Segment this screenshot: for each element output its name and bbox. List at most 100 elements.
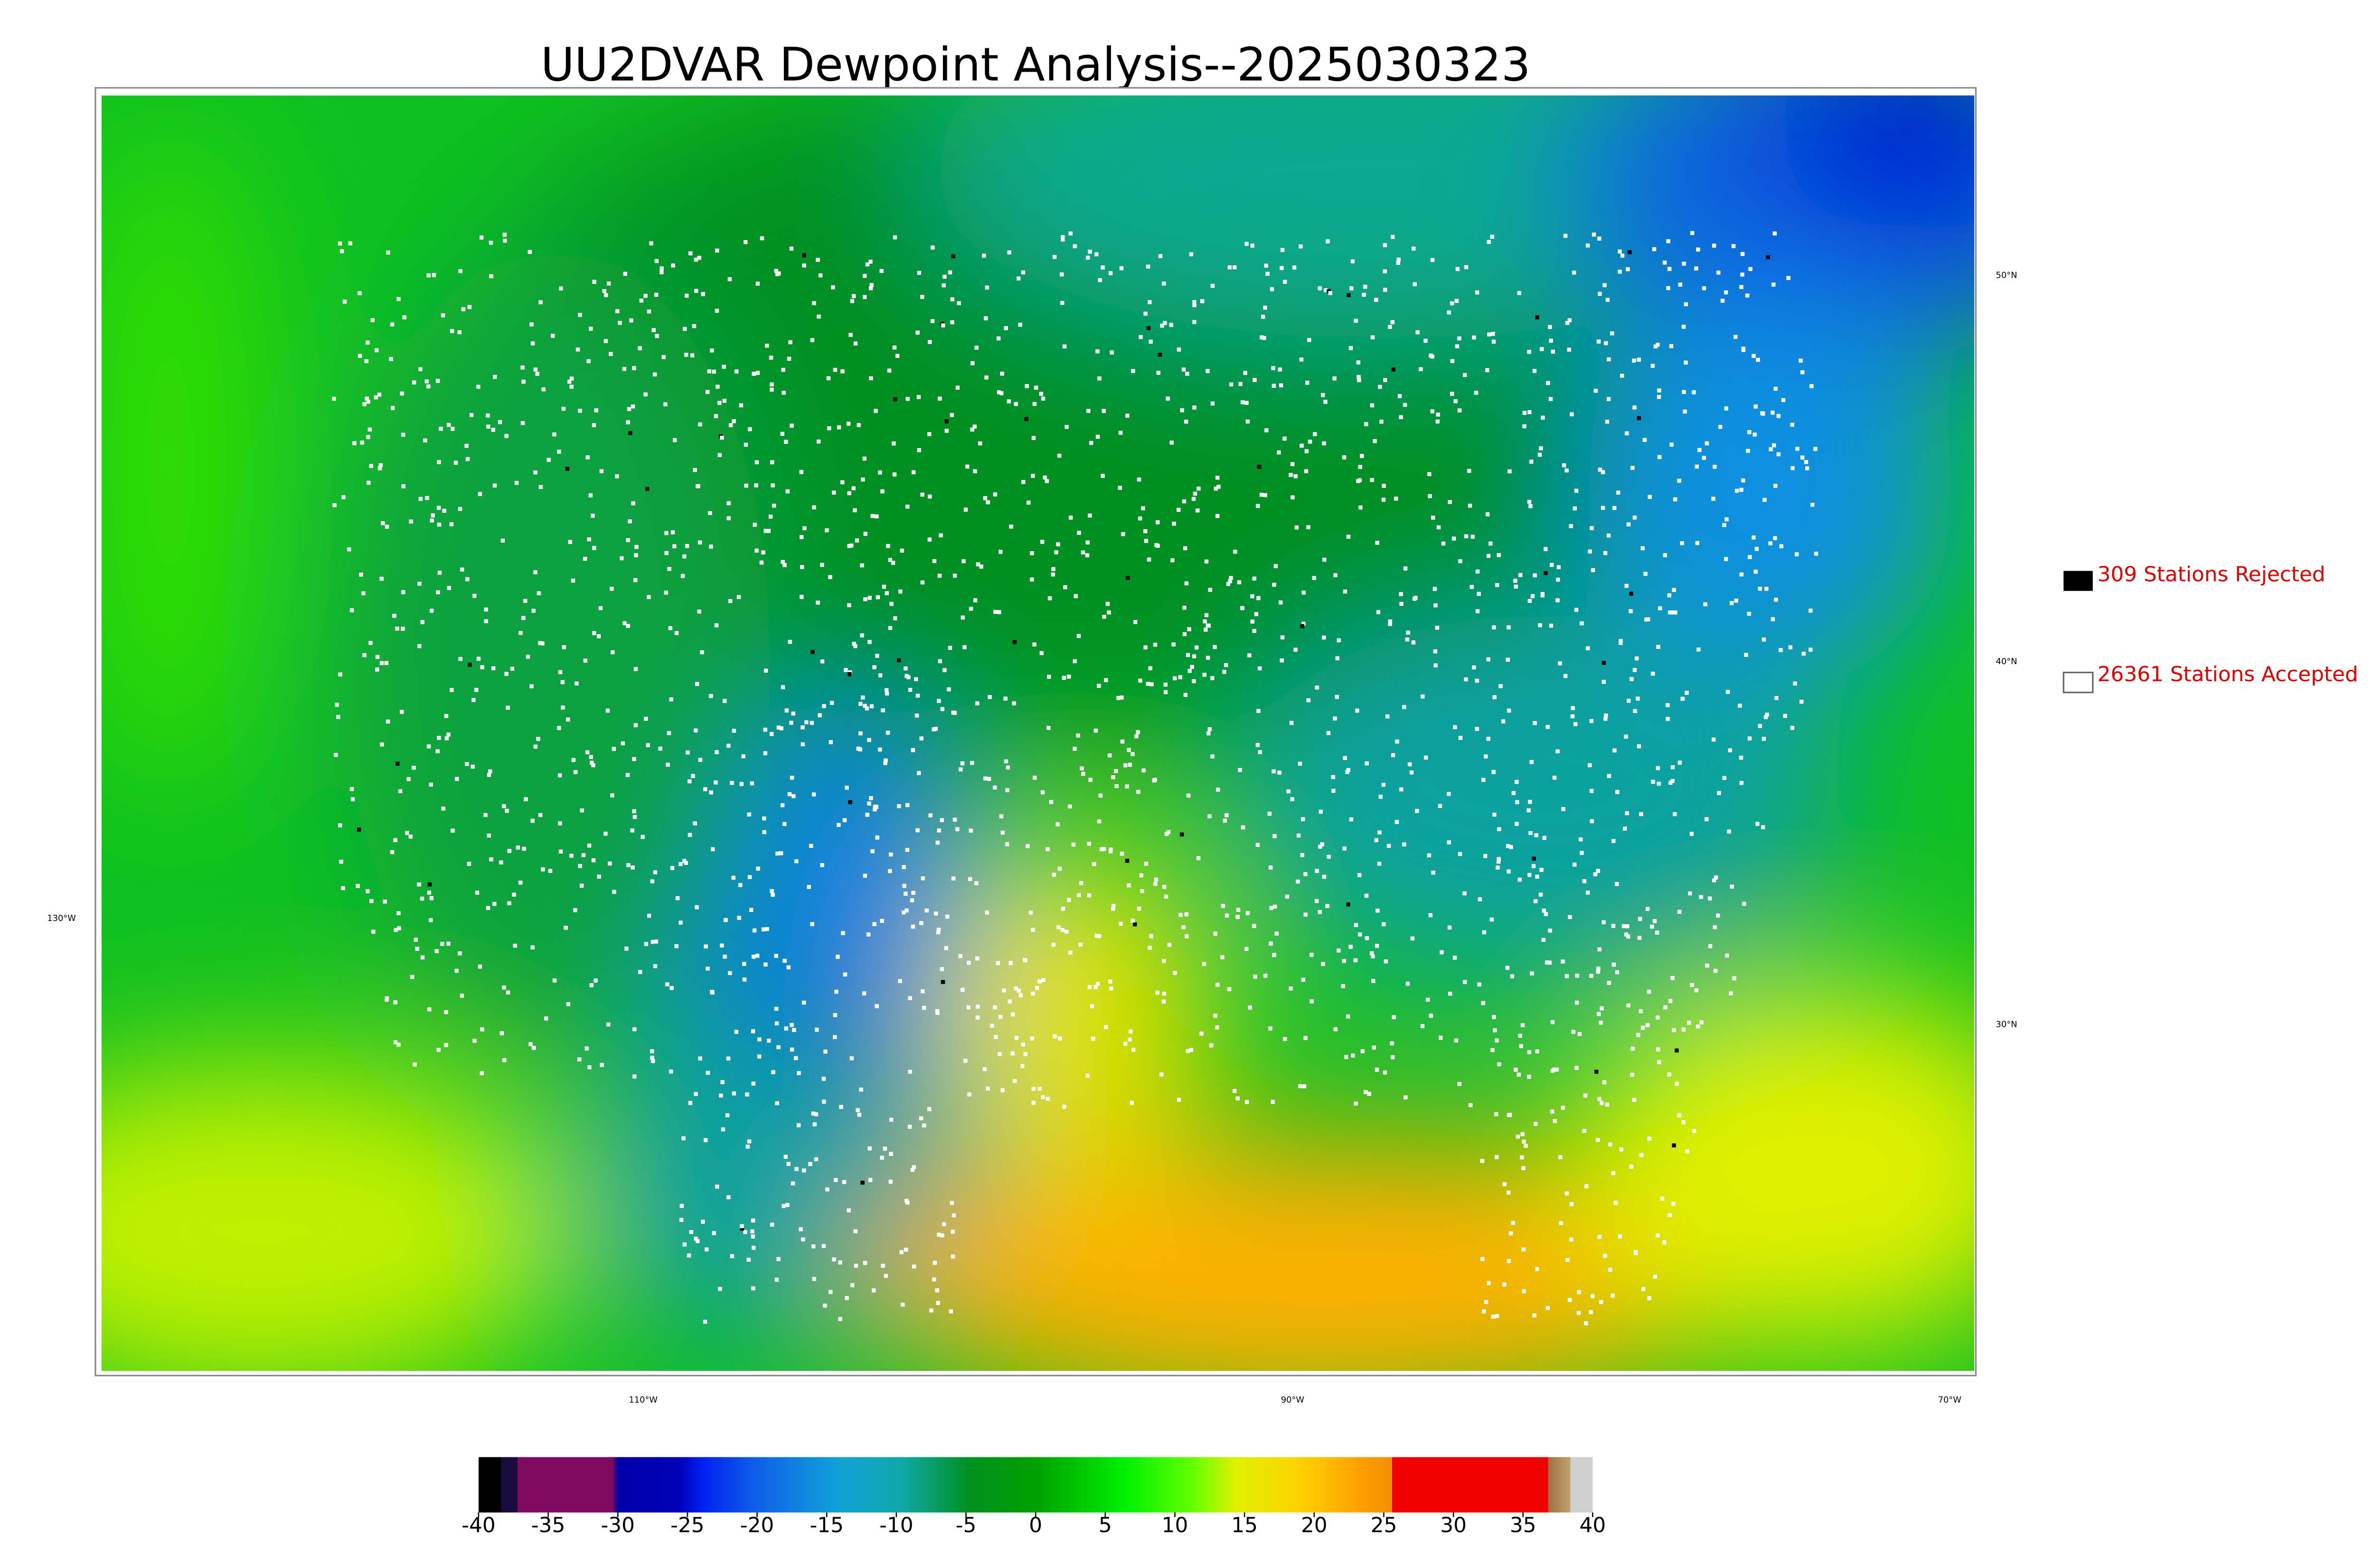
station-dot: [1734, 488, 1739, 493]
station-dot: [1229, 382, 1234, 387]
station-dot: [426, 384, 431, 389]
station-dot: [1172, 676, 1177, 681]
station-dot: [1102, 614, 1106, 619]
station-dot: [1375, 541, 1379, 545]
station-dot: [632, 815, 637, 819]
station-dot: [1544, 571, 1548, 575]
station-dot: [1333, 716, 1337, 721]
station-dot: [884, 1274, 888, 1278]
station-dot: [1624, 583, 1629, 588]
station-dot: [786, 1162, 791, 1166]
station-dot: [732, 729, 736, 733]
station-dot: [1528, 831, 1533, 836]
station-dot: [832, 490, 836, 495]
station-dot: [845, 786, 849, 790]
station-dot: [1349, 817, 1354, 822]
station-dot: [1119, 921, 1123, 926]
station-dot: [530, 818, 535, 823]
station-dot: [810, 721, 814, 725]
station-dot: [1629, 592, 1633, 596]
station-dot: [754, 483, 758, 488]
station-dot: [993, 1005, 997, 1010]
station-dot: [908, 996, 912, 1000]
station-dot: [1068, 516, 1073, 520]
station-dot: [709, 545, 713, 549]
station-dot: [1462, 891, 1467, 896]
station-dot: [1622, 826, 1627, 831]
station-dot: [587, 1065, 592, 1070]
station-dot: [370, 318, 375, 322]
station-dot: [1548, 325, 1552, 329]
station-dot: [1186, 793, 1191, 798]
station-dot: [974, 346, 979, 350]
station-dot: [1696, 247, 1700, 252]
station-dot: [628, 519, 632, 524]
station-dot: [538, 300, 543, 304]
station-dot: [1337, 638, 1341, 643]
station-dot: [895, 354, 900, 358]
station-dot: [801, 1168, 806, 1173]
station-dot: [1475, 290, 1479, 295]
station-dot: [1458, 852, 1462, 856]
station-dot: [787, 792, 792, 797]
station-dot: [1630, 1046, 1635, 1051]
station-dot: [1740, 272, 1744, 277]
station-dot: [927, 432, 932, 436]
station-dot: [1331, 789, 1336, 793]
station-dot: [1551, 349, 1555, 354]
station-dot: [429, 782, 433, 787]
station-dot: [1615, 882, 1619, 886]
station-dot: [1156, 370, 1161, 375]
station-dot: [1672, 812, 1677, 817]
station-dot: [1549, 338, 1553, 343]
station-dot: [1285, 894, 1289, 899]
station-dot: [882, 584, 886, 589]
station-dot: [1539, 347, 1544, 351]
station-dot: [1009, 525, 1013, 529]
station-dot: [786, 965, 791, 970]
station-dot: [1130, 752, 1135, 756]
station-dot: [1747, 736, 1752, 741]
station-dot: [480, 1027, 484, 1032]
station-dot: [1335, 695, 1339, 699]
station-dot: [877, 747, 882, 752]
station-dot: [493, 375, 497, 379]
station-dot: [1564, 468, 1569, 473]
station-dot: [1725, 953, 1729, 958]
station-dot: [458, 951, 462, 956]
station-dot: [577, 1057, 582, 1061]
colorbar-tick-label: 30: [1440, 1513, 1467, 1537]
station-dot: [842, 1180, 847, 1184]
station-dot: [771, 483, 775, 488]
station-dot: [1517, 1072, 1521, 1077]
station-dot: [1360, 454, 1364, 458]
station-dot: [1186, 653, 1190, 657]
station-dot: [1682, 262, 1686, 266]
station-dot: [606, 1022, 611, 1027]
station-dot: [1097, 819, 1102, 824]
station-dot: [1278, 367, 1282, 372]
station-dot: [712, 369, 716, 374]
station-dot: [975, 701, 980, 705]
station-dot: [1371, 979, 1375, 983]
station-dot: [868, 286, 873, 291]
station-dot: [892, 441, 896, 446]
station-dot: [911, 891, 915, 895]
station-dot: [862, 295, 867, 299]
station-dot: [1638, 917, 1642, 921]
station-dot: [1599, 1101, 1604, 1106]
station-dot: [774, 1277, 779, 1282]
station-dot: [1540, 593, 1545, 598]
station-dot: [1067, 804, 1072, 809]
station-dot: [1007, 250, 1011, 254]
station-dot: [664, 531, 669, 535]
station-dot: [1292, 265, 1297, 270]
station-dot: [1061, 237, 1065, 242]
station-dot: [1109, 986, 1113, 991]
station-dot: [434, 949, 439, 953]
station-dot: [562, 645, 566, 649]
station-dot: [338, 241, 342, 246]
station-dot: [1130, 1100, 1134, 1105]
station-dot: [1619, 1147, 1623, 1152]
